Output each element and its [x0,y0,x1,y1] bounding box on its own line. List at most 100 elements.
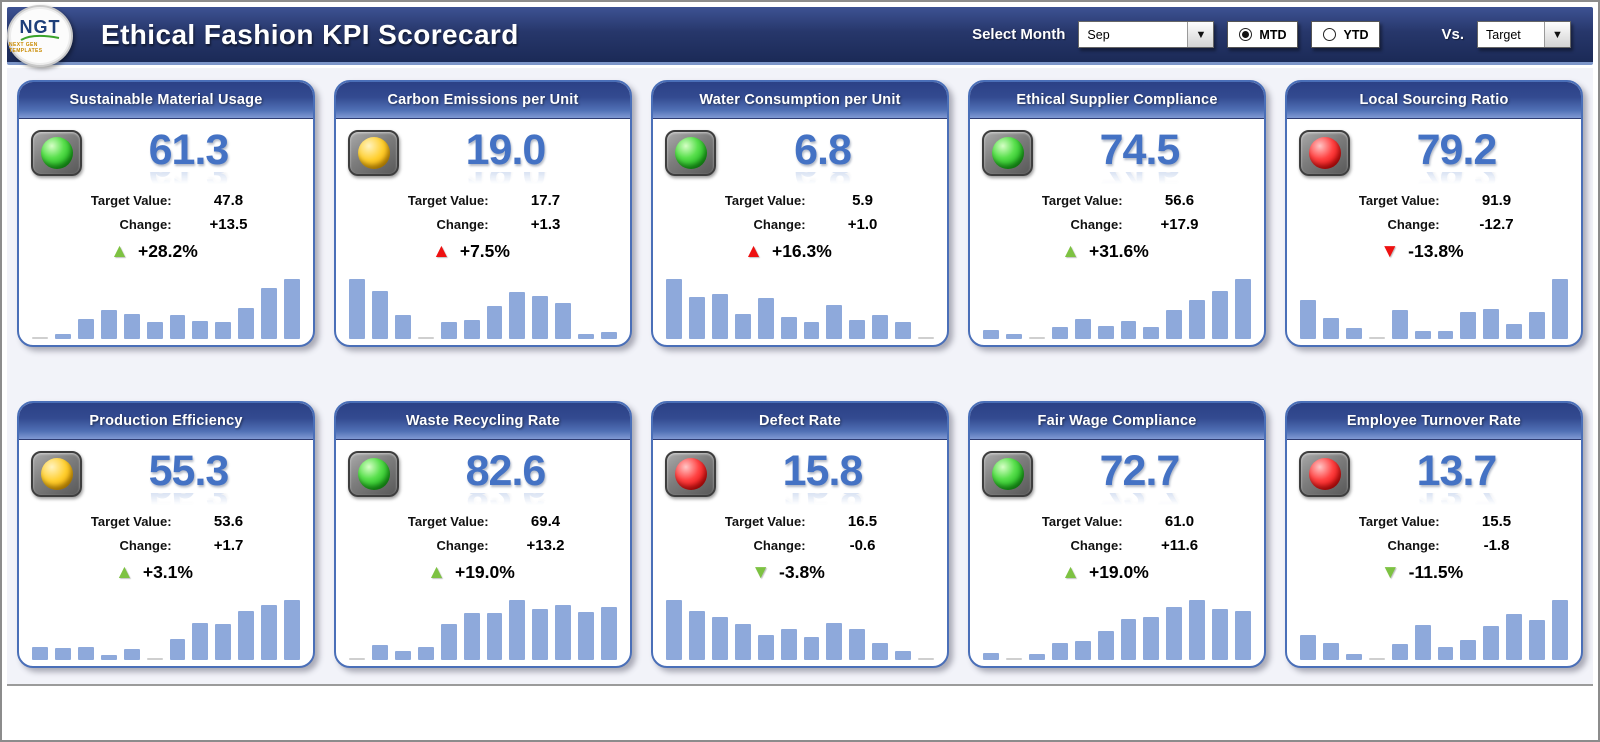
kpi-value-wrap: 72.7 72.7 [1033,450,1252,513]
kpi-value-reflection: 55.3 [82,493,295,513]
trend-arrow-icon: ▼ [1380,562,1400,583]
kpi-value-reflection: 74.5 [1033,172,1246,192]
status-bulb-icon [991,137,1024,169]
status-light-icon [348,130,399,176]
sparkline-bar [983,330,999,339]
sparkline-bar [215,322,232,339]
trend-arrow-icon: ▲ [432,241,451,262]
status-light-icon [1299,451,1350,497]
kpi-value: 61.3 [148,126,230,174]
change-label: Change: [753,538,806,553]
kpi-card-title: Water Consumption per Unit [653,82,947,119]
sparkline-bar [349,657,365,660]
kpi-card: Production Efficiency 55.3 55.3 Target V… [17,401,315,668]
sparkline-bar-chart [32,600,301,660]
target-value: 17.7 [530,192,561,209]
kpi-card-top: 72.7 72.7 [970,440,1264,513]
sparkline-bar [666,279,682,339]
month-select[interactable]: Sep ▼ [1078,21,1215,48]
sparkline-bar [1414,625,1431,660]
sparkline-bar [780,317,797,339]
status-bulb-icon [357,137,390,169]
sparkline-bar [711,294,728,339]
kpi-value-reflection: 82.6 [399,493,612,513]
sparkline-bar [1552,600,1569,660]
sparkline-bar [349,279,365,339]
target-value: 15.5 [1481,513,1512,530]
percent-row: ▲ +19.0% [336,562,630,583]
percent-row: ▼ -11.5% [1287,562,1581,583]
ngt-logo: NGT NEXT GEN TEMPLATES [7,4,73,67]
sparkline-bar [895,322,912,339]
ngt-logo-text: NGT [19,16,61,37]
sparkline-bar [1552,279,1569,339]
status-bulb-icon [40,137,73,169]
sparkline-bar [734,624,751,660]
change-value: +1.0 [847,216,878,233]
sparkline-bar [1097,325,1114,339]
status-light-icon [348,451,399,497]
sparkline-bar [1529,620,1546,660]
sparkline-bar [169,315,186,339]
kpi-card-top: 74.5 74.5 [970,119,1264,192]
target-label: Target Value: [724,514,806,529]
change-label: Change: [1070,538,1123,553]
kpi-card: Defect Rate 15.8 15.8 Target Value: 16.5… [651,401,949,668]
sparkline-bar [1483,626,1500,660]
mtd-radio-icon[interactable] [1239,28,1253,41]
ytd-radio[interactable]: YTD [1311,21,1381,48]
header-bar: NGT NEXT GEN TEMPLATES Ethical Fashion K… [7,4,1593,67]
ytd-radio-label: YTD [1343,27,1369,42]
kpi-card: Fair Wage Compliance 72.7 72.7 Target Va… [968,401,1266,668]
change-row: Change: +13.5 [19,216,313,233]
sparkline-bar [1506,324,1523,339]
trend-arrow-icon: ▲ [110,241,129,262]
change-label: Change: [1070,217,1123,232]
sparkline-bar [169,639,186,660]
sparkline-bar [1506,614,1523,660]
kpi-value-reflection: 6.8 [716,172,929,192]
vs-select[interactable]: Target ▼ [1477,21,1571,48]
change-row: Change: +1.7 [19,537,313,554]
month-dropdown-arrow-icon[interactable]: ▼ [1187,22,1214,47]
sparkline-bar [983,652,999,660]
sparkline-bar [394,651,411,660]
sparkline-bar [1189,600,1206,660]
sparkline-bar [238,610,255,660]
kpi-value: 55.3 [148,447,230,495]
target-label: Target Value: [90,193,172,208]
sparkline-bar-chart [983,279,1252,339]
change-value: +13.2 [526,537,565,554]
kpi-value: 82.6 [465,447,547,495]
target-value: 47.8 [213,192,244,209]
sparkline-bar [711,616,728,660]
change-label: Change: [119,217,172,232]
sparkline-bar-chart [983,600,1252,660]
sparkline-bar [780,628,797,660]
status-bulb-icon [674,137,707,169]
sparkline-bar-chart [32,279,301,339]
kpi-card: Ethical Supplier Compliance 74.5 74.5 Ta… [968,80,1266,347]
kpi-card-title: Local Sourcing Ratio [1287,82,1581,119]
sparkline-bar [1235,610,1252,660]
kpi-card-top: 79.2 79.2 [1287,119,1581,192]
target-label: Target Value: [724,193,806,208]
target-row: Target Value: 5.9 [653,192,947,209]
kpi-card-title: Sustainable Material Usage [19,82,313,119]
ytd-radio-icon[interactable] [1323,28,1337,41]
status-light-icon [982,451,1033,497]
sparkline-bar [284,279,301,339]
kpi-card-top: 19.0 19.0 [336,119,630,192]
vs-dropdown-arrow-icon[interactable]: ▼ [1544,22,1570,47]
kpi-value-wrap: 13.7 13.7 [1350,450,1569,513]
sparkline-bar [1166,607,1183,660]
mtd-radio[interactable]: MTD [1227,21,1299,48]
change-value: -0.6 [849,537,876,554]
kpi-value-wrap: 15.8 15.8 [716,450,935,513]
sparkline-bar [417,336,434,339]
status-light-icon [665,451,716,497]
sparkline-bar [1300,300,1316,339]
kpi-card: Waste Recycling Rate 82.6 82.6 Target Va… [334,401,632,668]
kpi-value-wrap: 55.3 55.3 [82,447,301,513]
status-bulb-icon [40,458,73,490]
